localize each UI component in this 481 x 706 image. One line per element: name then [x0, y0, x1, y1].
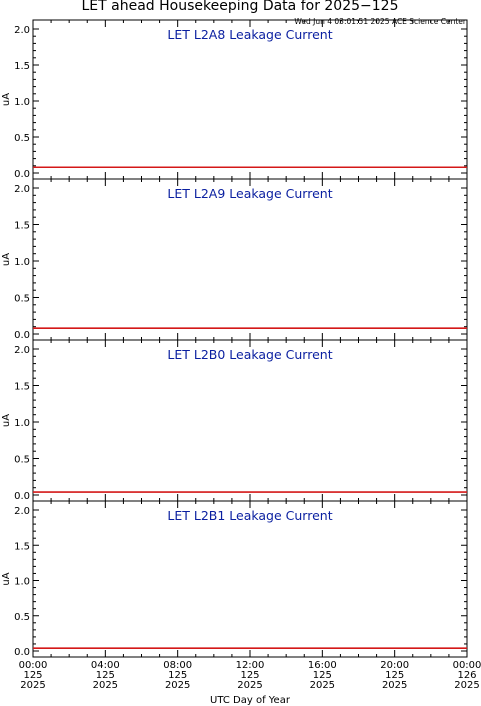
y-tick-label: 1.5 [14, 61, 30, 72]
y-tick-label: 0.5 [14, 294, 30, 305]
x-tick-label: 2025 [165, 680, 190, 691]
y-tick-label: 1.0 [14, 97, 30, 108]
x-tick-label: 125 [96, 670, 115, 681]
y-tick-label: 0.0 [14, 330, 30, 341]
y-tick-label: 0.5 [14, 133, 30, 144]
x-tick-label: 125 [168, 670, 187, 681]
y-tick-label: 2.0 [14, 184, 30, 195]
y-tick-label: 0.0 [14, 491, 30, 502]
x-tick-label: 125 [23, 670, 42, 681]
x-tick-label: 126 [457, 670, 476, 681]
x-axis-title: UTC Day of Year [210, 695, 291, 706]
x-tick-label: 2025 [454, 680, 479, 691]
panel-2: 0.0 0.5 1.0 1.5 2.0 uA LET L2A9 Leakage Curren… [1, 178, 468, 341]
y-axis-title: uA [1, 253, 12, 266]
x-tick-label: 2025 [382, 680, 407, 691]
y-tick-label: 0.5 [14, 612, 30, 623]
x-tick-label: 2025 [20, 680, 45, 691]
x-tick-label: 2025 [93, 680, 118, 691]
y-tick-label: 1.5 [14, 541, 30, 552]
y-tick-label: 1.0 [14, 577, 30, 588]
panel-title: LET L2B0 Leakage Current [167, 347, 332, 362]
y-tick-label: 0.0 [14, 647, 30, 658]
panel-title: LET L2B1 Leakage Current [167, 508, 332, 523]
y-axis-title: uA [1, 572, 12, 585]
x-tick-label: 04:00 [91, 660, 120, 671]
y-axis-title: uA [1, 414, 12, 427]
y-tick-label: 0.0 [14, 169, 30, 180]
x-tick-label: 125 [313, 670, 332, 681]
x-tick-label: 00:00 [19, 660, 48, 671]
x-axis-labels: 00:00125202504:00125202508:00125202512:0… [19, 660, 481, 691]
panel-title: LET L2A9 Leakage Current [167, 186, 332, 201]
generation-timestamp: Wed Jun 4 03:01:51 2025 ACE Science Cent… [294, 17, 467, 26]
panels-group: 0.0 0.5 1.0 1.5 2.0 uA LET L2A8 Leakage Curren… [1, 19, 468, 658]
panel-title: LET L2A8 Leakage Current [167, 27, 332, 42]
y-tick-label: 1.5 [14, 382, 30, 393]
x-tick-label: 2025 [237, 680, 262, 691]
x-tick-label: 00:00 [453, 660, 481, 671]
x-tick-label: 125 [385, 670, 404, 681]
x-tick-label: 125 [240, 670, 259, 681]
x-tick-label: 12:00 [236, 660, 265, 671]
y-tick-label: 2.0 [14, 345, 30, 356]
panel-3: 0.0 0.5 1.0 1.5 2.0 uA LET L2B0 Leakage Curren… [1, 339, 468, 502]
y-tick-label: 0.5 [14, 455, 30, 466]
chart-main-title: LET ahead Housekeeping Data for 2025−125 [82, 0, 399, 14]
x-tick-label: 08:00 [163, 660, 192, 671]
y-tick-label: 1.0 [14, 257, 30, 268]
y-tick-label: 1.5 [14, 221, 30, 232]
panel-1: 0.0 0.5 1.0 1.5 2.0 uA LET L2A8 Leakage Curren… [1, 19, 468, 180]
panel-4: 0.0 0.5 1.0 1.5 2.0 uA LET L2B1 Leakage Curren… [1, 500, 468, 658]
x-tick-label: 2025 [310, 680, 335, 691]
y-tick-label: 2.0 [14, 506, 30, 517]
y-tick-label: 2.0 [14, 25, 30, 36]
x-tick-label: 20:00 [380, 660, 409, 671]
y-tick-label: 1.0 [14, 418, 30, 429]
y-axis-title: uA [1, 93, 12, 106]
x-tick-label: 16:00 [308, 660, 337, 671]
